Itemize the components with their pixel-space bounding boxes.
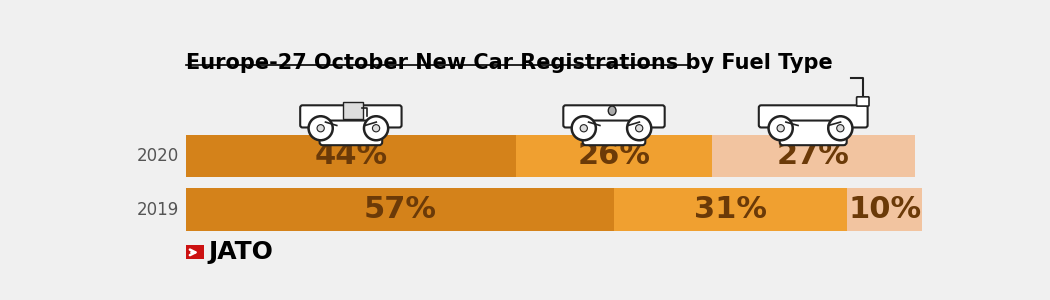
FancyBboxPatch shape: [583, 121, 646, 145]
Text: 44%: 44%: [314, 141, 387, 170]
Ellipse shape: [364, 116, 388, 140]
Text: Europe-27 October New Car Registrations by Fuel Type: Europe-27 October New Car Registrations …: [186, 53, 833, 73]
Text: 31%: 31%: [694, 195, 766, 224]
Ellipse shape: [635, 124, 643, 132]
Ellipse shape: [777, 124, 784, 132]
FancyBboxPatch shape: [343, 102, 363, 119]
Bar: [186, 188, 614, 231]
FancyBboxPatch shape: [857, 97, 869, 106]
Text: 2020: 2020: [138, 147, 180, 165]
Ellipse shape: [571, 116, 595, 140]
Text: 10%: 10%: [848, 195, 921, 224]
Ellipse shape: [373, 124, 380, 132]
Text: 26%: 26%: [578, 141, 651, 170]
Ellipse shape: [581, 124, 587, 132]
FancyBboxPatch shape: [780, 121, 846, 145]
Ellipse shape: [608, 106, 616, 115]
Text: 2019: 2019: [138, 201, 180, 219]
Text: 27%: 27%: [777, 141, 849, 170]
Ellipse shape: [828, 116, 853, 140]
Ellipse shape: [309, 116, 333, 140]
Text: 57%: 57%: [363, 195, 436, 224]
Ellipse shape: [837, 124, 844, 132]
Bar: [712, 135, 915, 177]
Ellipse shape: [627, 116, 651, 140]
FancyBboxPatch shape: [186, 245, 204, 259]
FancyBboxPatch shape: [319, 121, 382, 145]
Ellipse shape: [317, 124, 324, 132]
Bar: [847, 188, 922, 231]
Ellipse shape: [769, 116, 793, 140]
Text: JATO: JATO: [209, 240, 274, 264]
FancyBboxPatch shape: [759, 105, 867, 128]
FancyBboxPatch shape: [300, 105, 401, 128]
Bar: [517, 135, 712, 177]
FancyBboxPatch shape: [563, 105, 665, 128]
Bar: [614, 188, 847, 231]
Bar: [186, 135, 517, 177]
